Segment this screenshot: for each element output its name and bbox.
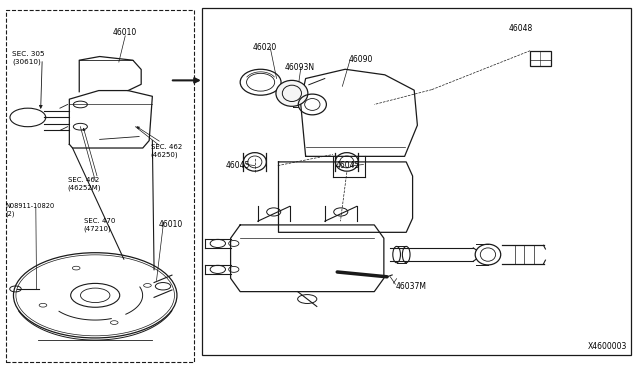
Text: 46020: 46020	[253, 42, 277, 51]
Text: SEC. 305
(30610): SEC. 305 (30610)	[12, 51, 45, 65]
Text: X4600003: X4600003	[588, 342, 627, 351]
Text: 46010: 46010	[113, 28, 137, 37]
Bar	[530, 51, 550, 65]
Text: 46093N: 46093N	[285, 63, 315, 72]
Text: 46037M: 46037M	[396, 282, 426, 291]
Text: SEC. 462
(46250): SEC. 462 (46250)	[151, 144, 182, 157]
Text: 46048: 46048	[508, 24, 532, 33]
Ellipse shape	[276, 80, 308, 106]
Text: SEC. 462
(46252M): SEC. 462 (46252M)	[68, 177, 101, 191]
Bar	[202, 8, 631, 355]
Text: 46045: 46045	[336, 161, 360, 170]
Text: N08911-10820
(2): N08911-10820 (2)	[6, 203, 55, 217]
Text: 46045: 46045	[225, 161, 250, 170]
Text: 46010: 46010	[159, 221, 183, 230]
Text: 46090: 46090	[349, 55, 373, 64]
Text: SEC. 470
(47210): SEC. 470 (47210)	[84, 218, 115, 232]
